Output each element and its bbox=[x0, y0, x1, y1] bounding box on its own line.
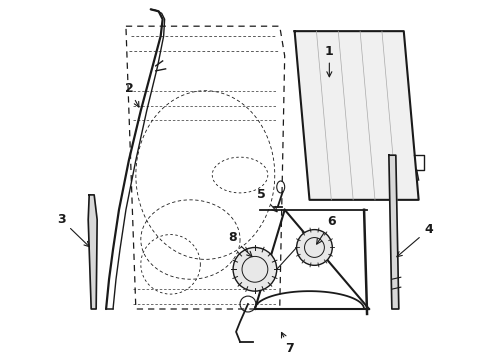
Circle shape bbox=[296, 230, 332, 265]
Text: 1: 1 bbox=[325, 45, 334, 77]
Text: 6: 6 bbox=[317, 215, 336, 244]
Polygon shape bbox=[389, 155, 399, 309]
Text: 4: 4 bbox=[397, 223, 433, 257]
Text: 3: 3 bbox=[57, 213, 89, 247]
Text: 7: 7 bbox=[282, 332, 294, 355]
Text: 2: 2 bbox=[124, 82, 139, 107]
Circle shape bbox=[233, 247, 277, 291]
Polygon shape bbox=[294, 31, 418, 200]
Text: 8: 8 bbox=[228, 231, 252, 257]
Text: 5: 5 bbox=[257, 188, 277, 212]
Polygon shape bbox=[88, 195, 97, 309]
